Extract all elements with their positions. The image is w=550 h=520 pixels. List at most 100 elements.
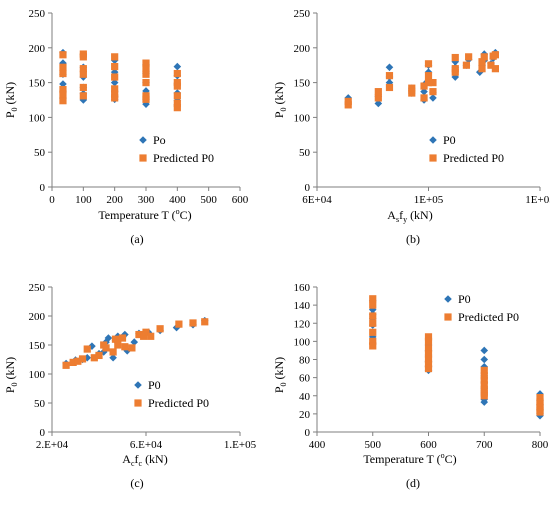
legend-marker bbox=[139, 154, 147, 162]
series-predicted-p0 bbox=[344, 51, 499, 109]
data-point bbox=[173, 62, 182, 71]
data-point bbox=[385, 72, 394, 80]
legend-label: Predicted P0 bbox=[153, 151, 214, 165]
data-point bbox=[111, 73, 119, 81]
data-point bbox=[408, 84, 416, 92]
x-tick-label: 2.E+04 bbox=[36, 439, 69, 451]
data-point bbox=[142, 65, 150, 73]
data-point bbox=[59, 80, 67, 88]
x-axis-label: Asfy (kN) bbox=[387, 208, 432, 224]
panel-label: (d) bbox=[406, 476, 420, 490]
data-point bbox=[189, 319, 197, 327]
data-point bbox=[465, 53, 473, 61]
data-point bbox=[536, 393, 544, 402]
data-point bbox=[59, 90, 67, 99]
data-point bbox=[111, 335, 120, 343]
data-point bbox=[59, 63, 67, 71]
data-point bbox=[408, 89, 416, 97]
data-point bbox=[109, 353, 117, 362]
data-point bbox=[147, 332, 155, 340]
data-point bbox=[536, 408, 544, 416]
data-point bbox=[69, 358, 77, 366]
x-tick-label: 6.E+04 bbox=[130, 439, 163, 451]
data-point bbox=[79, 65, 87, 73]
data-point bbox=[491, 65, 499, 73]
data-point bbox=[478, 58, 486, 66]
data-point bbox=[385, 83, 394, 92]
chart-panel-1: 0 50 100 150 200 250 0 100 200 300 400 500 600 Temper… bbox=[3, 8, 249, 246]
y-axis-label: P0 (kN) bbox=[3, 357, 19, 393]
data-point bbox=[424, 364, 433, 373]
data-point bbox=[424, 350, 433, 358]
data-point bbox=[142, 328, 150, 336]
data-point bbox=[480, 355, 489, 364]
y-tick-label: 100 bbox=[294, 112, 311, 124]
y-tick-label: 20 bbox=[299, 409, 311, 421]
x-tick-label: 400 bbox=[309, 439, 326, 451]
series-p0 bbox=[59, 48, 182, 109]
legend-label: Predicted P0 bbox=[443, 151, 504, 165]
y-axis-label: P0 (kN) bbox=[272, 357, 288, 393]
y-axis-label: P0 (kN) bbox=[272, 82, 288, 118]
y-tick-label: 160 bbox=[294, 282, 311, 294]
y-tick-label: 200 bbox=[29, 311, 46, 323]
data-point bbox=[424, 360, 433, 368]
data-point bbox=[121, 343, 129, 351]
data-point bbox=[118, 334, 127, 342]
y-tick-label: 140 bbox=[294, 300, 311, 312]
x-axis-label: Acfc (kN) bbox=[122, 452, 167, 468]
x-tick-label: 1.E+05 bbox=[224, 439, 257, 451]
y-tick-label: 50 bbox=[34, 398, 46, 410]
data-point bbox=[480, 385, 488, 394]
data-point bbox=[462, 61, 471, 69]
x-tick-label: 500 bbox=[200, 194, 217, 206]
y-tick-label: 200 bbox=[294, 43, 311, 55]
data-point bbox=[79, 53, 87, 61]
data-point bbox=[429, 94, 437, 102]
data-point bbox=[374, 94, 382, 102]
data-point bbox=[175, 320, 183, 328]
data-point bbox=[369, 342, 377, 350]
data-point bbox=[62, 361, 70, 369]
legend-label: P0 bbox=[443, 133, 456, 147]
legend-marker bbox=[444, 295, 452, 303]
y-tick-label: 250 bbox=[29, 282, 46, 294]
y-axis-label: P0 (kN) bbox=[3, 82, 19, 118]
data-point bbox=[374, 88, 382, 96]
y-tick-label: 120 bbox=[294, 318, 311, 330]
x-tick-label: 500 bbox=[365, 439, 382, 451]
data-point bbox=[491, 51, 499, 59]
legend-label: Po bbox=[153, 133, 166, 147]
data-point bbox=[173, 99, 181, 108]
legend: P0 Predicted P0 bbox=[429, 133, 504, 165]
x-tick-label: 1E+05 bbox=[414, 194, 444, 206]
data-point bbox=[424, 60, 433, 68]
data-point bbox=[83, 345, 91, 353]
data-point bbox=[140, 332, 148, 340]
x-axis-label: Temperature T (oC) bbox=[98, 207, 191, 222]
x-tick-label: 0 bbox=[49, 194, 55, 206]
y-tick-label: 150 bbox=[29, 340, 46, 352]
data-point bbox=[424, 333, 433, 341]
data-point bbox=[480, 366, 488, 374]
data-point bbox=[480, 376, 488, 384]
x-tick-label: 300 bbox=[138, 194, 155, 206]
legend-label: P0 bbox=[148, 378, 161, 392]
data-point bbox=[142, 95, 150, 103]
data-point bbox=[78, 355, 87, 363]
data-point bbox=[420, 87, 428, 96]
data-point bbox=[90, 354, 98, 362]
data-point bbox=[374, 99, 383, 108]
data-point bbox=[142, 59, 150, 67]
data-point bbox=[424, 337, 433, 345]
x-tick-label: 100 bbox=[75, 194, 92, 206]
data-point bbox=[536, 390, 544, 398]
data-point bbox=[480, 392, 488, 400]
y-tick-label: 100 bbox=[29, 369, 46, 381]
data-point bbox=[420, 94, 428, 102]
data-point bbox=[173, 92, 181, 100]
data-point bbox=[102, 344, 110, 352]
data-point bbox=[110, 78, 119, 87]
y-tick-label: 40 bbox=[299, 391, 311, 403]
series-predicted-p0 bbox=[369, 295, 544, 416]
